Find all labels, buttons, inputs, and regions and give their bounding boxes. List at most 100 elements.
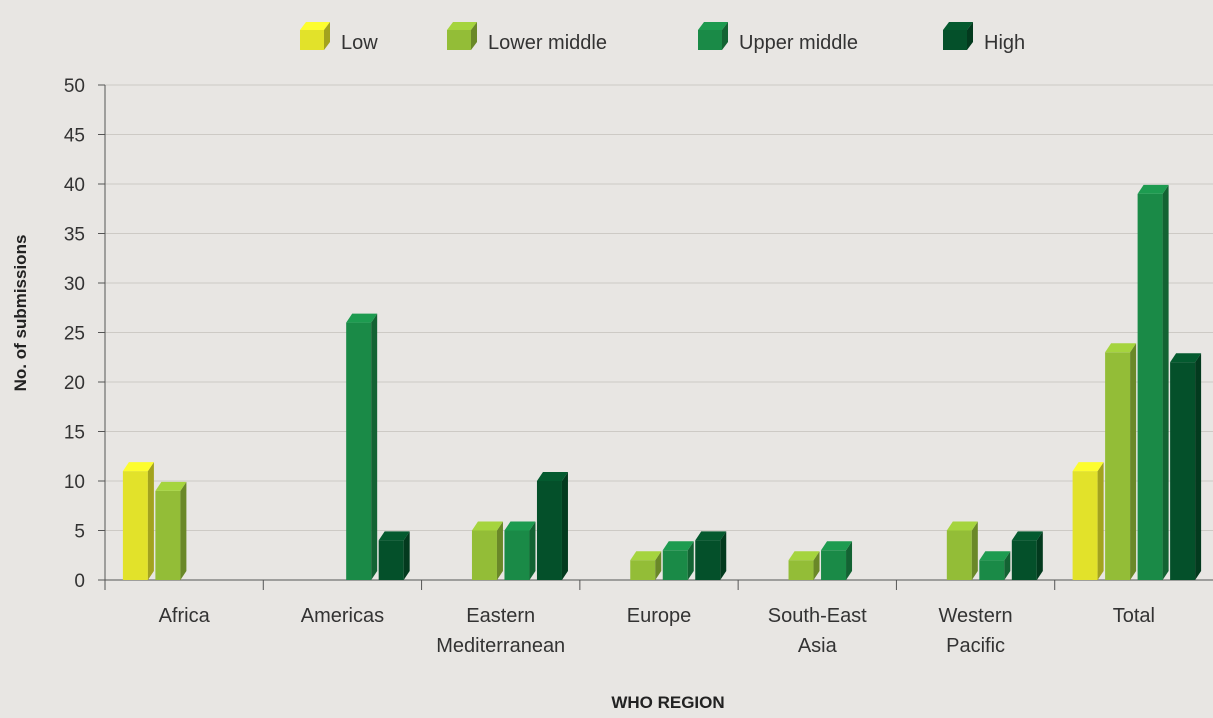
- bar: [695, 531, 727, 580]
- legend-swatch-side: [471, 22, 477, 50]
- legend: Low Lower middle Upper middle High: [300, 22, 1025, 54]
- bar: [155, 481, 187, 580]
- bar: [788, 551, 820, 580]
- bar-top: [1170, 353, 1202, 363]
- bar: [1137, 184, 1169, 580]
- bar: [122, 462, 154, 580]
- bar-side: [1162, 184, 1169, 580]
- legend-item: Upper middle: [698, 22, 858, 54]
- legend-swatch-top: [943, 22, 973, 30]
- category-label: Eastern: [466, 605, 535, 627]
- legend-swatch-top: [300, 22, 330, 30]
- bar: [536, 472, 568, 580]
- bar-front: [630, 560, 656, 580]
- bar-side: [720, 531, 727, 580]
- category-label: Pacific: [946, 635, 1005, 657]
- category-label: Mediterranean: [436, 635, 565, 657]
- y-tick-label: 35: [64, 225, 85, 246]
- bar-top: [471, 521, 503, 531]
- legend-item: High: [943, 22, 1025, 54]
- bar-front: [1137, 193, 1163, 580]
- bar-front: [946, 530, 972, 580]
- bar: [471, 521, 503, 580]
- bar-front: [1011, 540, 1037, 580]
- y-tick-label: 20: [64, 373, 85, 394]
- bar-side: [561, 472, 568, 580]
- y-tick-label: 10: [64, 472, 85, 493]
- legend-label: Lower middle: [488, 32, 607, 54]
- bar-side: [971, 521, 978, 580]
- bar-top: [1105, 343, 1137, 353]
- bar-top: [346, 313, 378, 323]
- bar-front: [979, 560, 1005, 580]
- legend-swatch: [698, 30, 722, 50]
- bar-front: [155, 490, 181, 580]
- category-label: Asia: [798, 635, 838, 657]
- bar-side: [371, 313, 378, 580]
- bar-side: [496, 521, 503, 580]
- bar-top: [504, 521, 536, 531]
- bar-front: [1170, 362, 1196, 580]
- bar-side: [1036, 531, 1043, 580]
- bar-top: [155, 481, 187, 491]
- bar-front: [378, 540, 404, 580]
- y-tick-label: 15: [64, 423, 85, 444]
- bar-side: [687, 541, 694, 580]
- bar-top: [695, 531, 727, 541]
- axes: 0 5 10 15 20 25 30 35 40 45 50 Africa Americas Easter…: [64, 76, 1213, 657]
- legend-swatch-side: [722, 22, 728, 50]
- bar-front: [471, 530, 497, 580]
- y-tick-label: 25: [64, 324, 85, 345]
- category-label: Americas: [301, 605, 384, 627]
- bar-side: [1130, 343, 1137, 580]
- bar: [378, 531, 410, 580]
- y-tick-label: 5: [74, 522, 85, 543]
- bar-front: [662, 550, 688, 580]
- legend-swatch-top: [447, 22, 477, 30]
- bar-top: [630, 551, 662, 561]
- y-tick-label: 40: [64, 175, 85, 196]
- bar-top: [1011, 531, 1043, 541]
- bar-top: [122, 462, 154, 472]
- legend-swatch: [447, 30, 471, 50]
- bar: [1170, 353, 1202, 580]
- legend-item: Lower middle: [447, 22, 607, 54]
- bar-front: [1105, 352, 1131, 580]
- bar-front: [821, 550, 847, 580]
- bar: [630, 551, 662, 580]
- legend-label: Low: [341, 32, 378, 54]
- bar: [979, 551, 1011, 580]
- category-label: South-East: [768, 605, 867, 627]
- bar: [946, 521, 978, 580]
- bar-side: [529, 521, 536, 580]
- category-label: Africa: [159, 605, 211, 627]
- bar-side: [846, 541, 853, 580]
- bar: [1105, 343, 1137, 580]
- bar-top: [378, 531, 410, 541]
- bar-top: [1072, 462, 1104, 472]
- bar-side: [1097, 462, 1104, 580]
- y-tick-label: 30: [64, 274, 85, 295]
- bar-front: [536, 481, 562, 580]
- category-label: Total: [1113, 605, 1155, 627]
- bar: [1011, 531, 1043, 580]
- y-tick-label: 45: [64, 126, 85, 147]
- bar: [504, 521, 536, 580]
- bar-side: [813, 551, 820, 580]
- bar-top: [788, 551, 820, 561]
- legend-swatch-side: [967, 22, 973, 50]
- bars: [122, 184, 1202, 580]
- bar-side: [403, 531, 410, 580]
- bar: [1072, 462, 1104, 580]
- bar-front: [1072, 471, 1098, 580]
- legend-label: Upper middle: [739, 32, 858, 54]
- bar-front: [504, 530, 530, 580]
- bar-side: [655, 551, 662, 580]
- bar-side: [1195, 353, 1202, 580]
- legend-item: Low: [300, 22, 378, 54]
- legend-swatch-top: [698, 22, 728, 30]
- bar-side: [147, 462, 154, 580]
- category-label: Europe: [627, 605, 692, 627]
